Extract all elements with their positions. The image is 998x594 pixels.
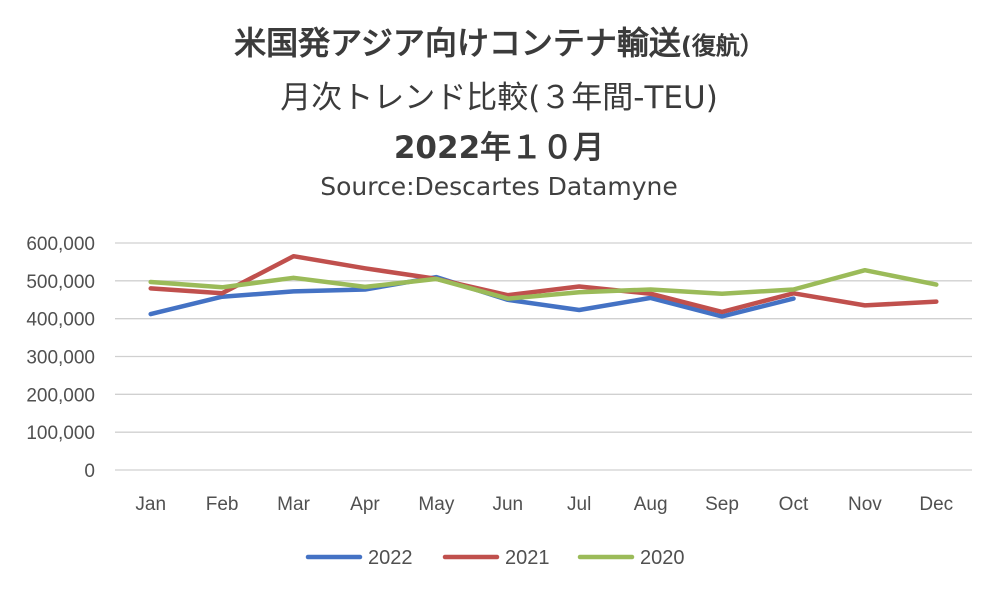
- y-tick-label: 400,000: [26, 310, 95, 331]
- y-tick-label: 0: [84, 461, 95, 482]
- chart-title-line2: 月次トレンド比較(３年間-TEU): [280, 80, 718, 116]
- legend-label-2022: 2022: [368, 547, 413, 569]
- y-axis-ticks: 600,000 500,000 400,000 300,000 200,000 100,0…: [26, 234, 95, 482]
- series-lines: [148, 253, 939, 319]
- chart-subtitle: Source:Descartes Datamyne: [320, 172, 678, 201]
- y-tick-label: 500,000: [26, 272, 95, 293]
- x-tick-label: Jan: [135, 494, 166, 515]
- y-tick-label: 100,000: [26, 423, 95, 444]
- x-tick-label: Sep: [705, 494, 739, 515]
- x-tick-label: Feb: [206, 494, 239, 515]
- x-tick-label: Dec: [919, 494, 953, 515]
- legend-label-2021: 2021: [505, 547, 550, 569]
- y-tick-label: 300,000: [26, 348, 95, 369]
- x-tick-label: Apr: [350, 494, 380, 515]
- x-tick-label: Nov: [848, 494, 882, 515]
- x-tick-label: Oct: [779, 494, 809, 515]
- legend-label-2020: 2020: [640, 547, 685, 569]
- chart-title-line1: 米国発アジア向けコンテナ輸送(復航）: [234, 24, 764, 62]
- x-tick-label: Mar: [277, 494, 310, 515]
- x-axis-ticks: Jan Feb Mar Apr May Jun Jul Aug Sep Oct Nov Dec: [135, 494, 953, 515]
- chart-title-suffix: (復航）: [680, 32, 764, 60]
- series-line-2020: [148, 267, 939, 301]
- series-line-2021: [148, 253, 939, 315]
- y-tick-label: 200,000: [26, 385, 95, 406]
- x-tick-label: May: [418, 494, 454, 515]
- legend: 2022 2021 2020: [305, 547, 685, 569]
- x-tick-label: Jul: [567, 494, 591, 515]
- y-tick-label: 600,000: [26, 234, 95, 255]
- x-tick-label: Jun: [492, 494, 523, 515]
- chart-title-line3: 2022年１０月: [393, 130, 605, 166]
- x-tick-label: Aug: [634, 494, 668, 515]
